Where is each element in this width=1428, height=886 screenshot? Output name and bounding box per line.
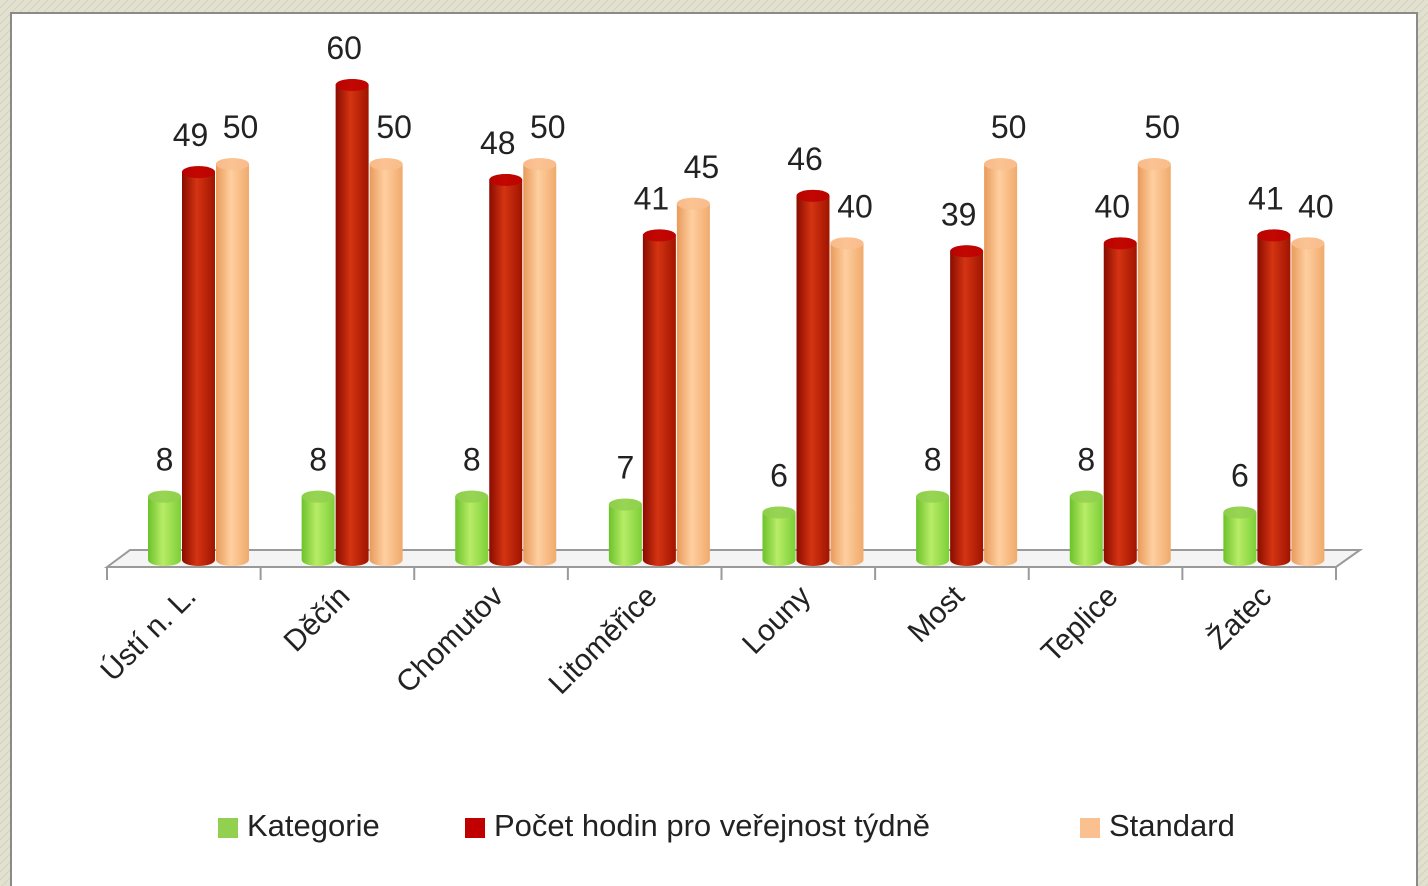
value-label: 50 [223,109,259,145]
legend-swatch [465,818,485,838]
bar [796,189,830,566]
bar [523,158,557,566]
bar-top [950,245,984,258]
legend-label: Kategorie [247,808,380,843]
legend-swatch [1080,818,1100,838]
bar [608,498,642,566]
bar-top [182,166,215,179]
value-label: 7 [616,450,634,486]
bar-top [369,158,403,171]
bar [1257,229,1291,566]
bar [455,490,489,566]
bar-top [301,490,335,503]
bar-top [1069,490,1103,503]
bar-top [1137,158,1171,171]
value-label: 39 [941,196,977,232]
value-label: 40 [837,188,873,224]
value-label: 8 [463,442,481,478]
value-label: 8 [156,442,174,478]
bar [489,174,523,566]
bar-top [1257,229,1291,242]
bar-top [762,506,796,519]
bar-top [608,498,642,511]
bar-top [335,79,369,91]
bar [642,229,676,566]
value-label: 8 [924,442,942,478]
bar-top [1223,506,1257,519]
bar-top [796,189,830,202]
value-label: 50 [991,109,1027,145]
bar-top [676,197,710,210]
bar [1069,490,1103,566]
bar [1223,506,1257,566]
legend-label: Standard [1109,808,1235,843]
bar-top [916,490,950,503]
legend-swatch [218,818,238,838]
bar [1137,158,1171,566]
bar [148,490,181,566]
bar [762,506,796,566]
value-label: 8 [309,442,327,478]
bar [1291,237,1325,566]
value-label: 8 [1077,442,1095,478]
bar-top [455,490,489,503]
bar-top [148,490,181,503]
value-label: 49 [173,117,209,153]
bar-top [1291,237,1325,250]
bar-top [830,237,864,250]
bar [676,197,710,567]
bar [984,158,1018,566]
bar-top [984,158,1018,171]
bar [830,237,864,566]
value-label: 50 [1144,109,1180,145]
value-label: 50 [376,109,412,145]
bar [182,166,215,567]
value-label: 41 [1248,180,1284,216]
bar [369,158,403,566]
value-label: 46 [787,141,823,177]
value-label: 48 [480,125,516,161]
bar [916,490,950,566]
bar [335,79,369,566]
floor [103,549,1364,568]
bar-top [642,229,676,242]
value-label: 45 [684,149,720,185]
bar [950,245,984,566]
value-label: 60 [326,30,362,66]
legend-label: Počet hodin pro veřejnost týdně [494,808,930,843]
bar [301,490,335,566]
bar-top [216,158,249,171]
value-label: 40 [1094,188,1130,224]
bar [1103,237,1137,566]
value-label: 50 [530,109,566,145]
value-label: 6 [770,458,788,494]
bar-top [523,158,557,171]
bar-top [1103,237,1137,250]
value-label: 41 [634,180,670,216]
value-label: 40 [1298,188,1334,224]
value-label: 6 [1231,458,1249,494]
bar [216,158,249,566]
bar-top [489,174,523,186]
